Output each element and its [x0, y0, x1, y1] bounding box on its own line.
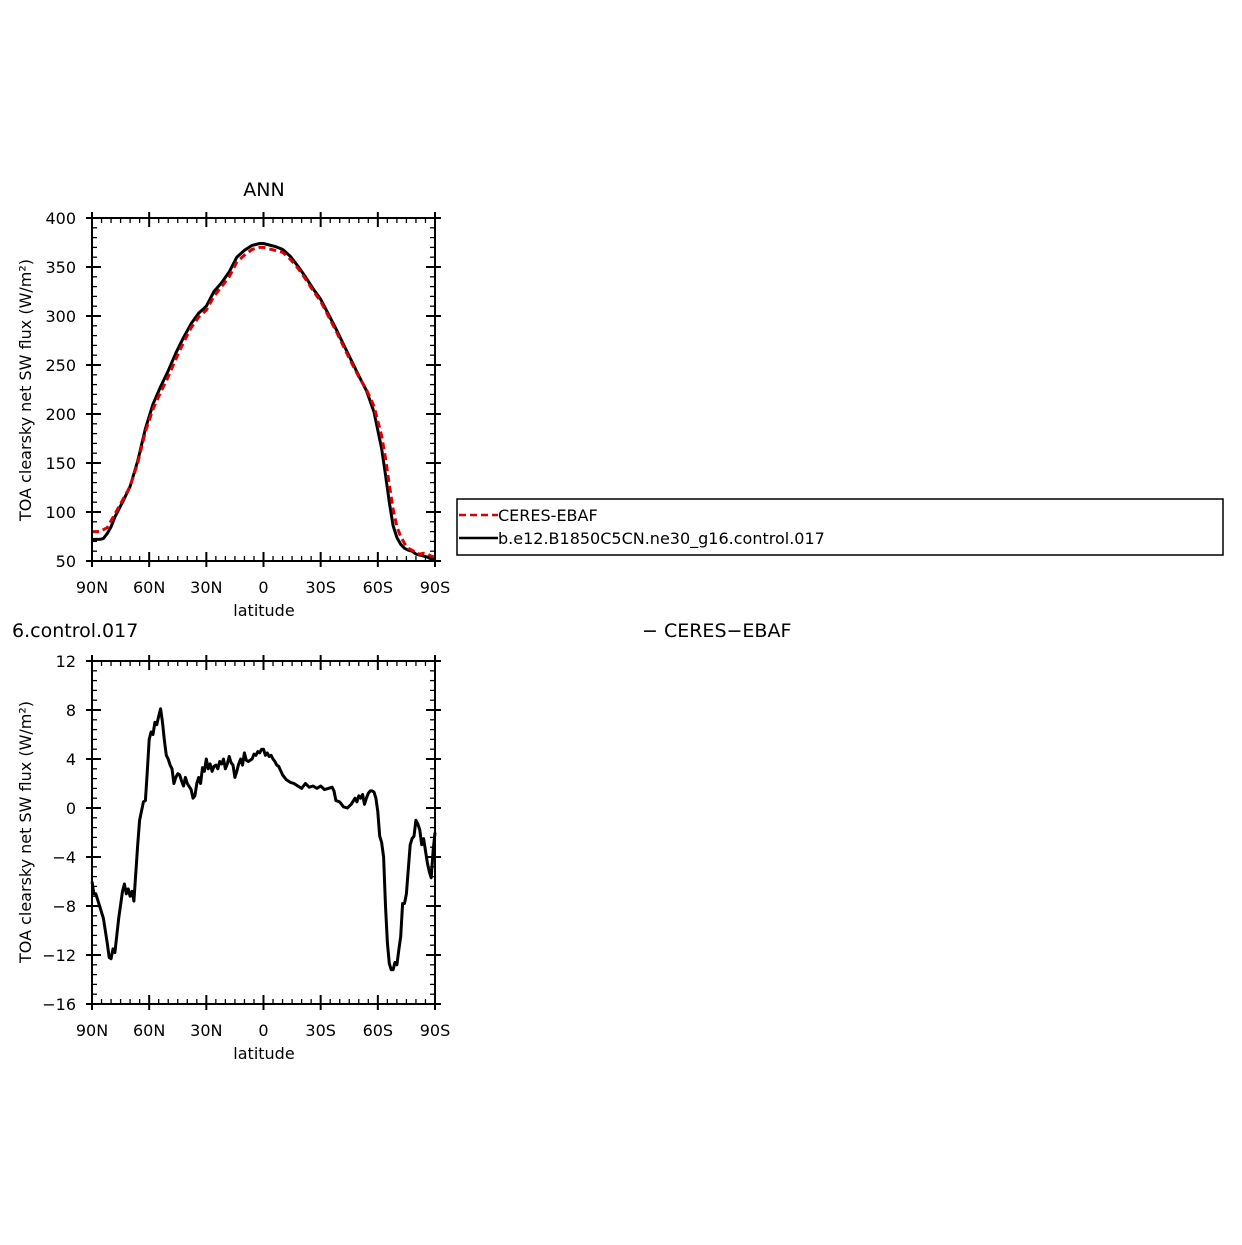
x-tick-label: 30S	[305, 578, 336, 597]
y-tick-label: −12	[42, 946, 76, 965]
panel-title-right: − CERES−EBAF	[642, 620, 791, 642]
x-axis-title: latitude	[233, 601, 294, 620]
panel-title: ANN	[243, 179, 284, 201]
series-layer	[92, 242, 436, 562]
x-tick-label: 60S	[363, 1021, 394, 1040]
x-tick-label: 60N	[133, 578, 165, 597]
legend: CERES-EBAF b.e12.B1850C5CN.ne30_g16.cont…	[456, 498, 1224, 556]
panel-title-left: 6.control.017	[12, 620, 138, 642]
x-tick-label: 90N	[76, 1021, 108, 1040]
y-axis-title: TOA clearsky net SW flux (W/m²)	[16, 701, 35, 964]
y-tick-labels: −16 −12 −8 −4 0 4 8 12	[42, 652, 76, 1014]
y-tick-label: 50	[56, 552, 76, 571]
x-tick-labels: 90N 60N 30N 0 30S 60S 90S	[76, 1021, 450, 1040]
x-tick-label: 30N	[190, 578, 222, 597]
legend-label-model: b.e12.B1850C5CN.ne30_g16.control.017	[498, 529, 825, 549]
series-layer	[90, 707, 437, 972]
legend-box	[456, 498, 1224, 556]
x-tick-label: 0	[258, 1021, 268, 1040]
series-line-2	[92, 242, 436, 562]
x-tick-label: 30N	[190, 1021, 222, 1040]
tick-marks	[86, 212, 441, 567]
y-tick-label: 200	[45, 405, 76, 424]
plot-frame	[91, 217, 436, 562]
x-tick-label: 30S	[305, 1021, 336, 1040]
y-tick-label: 0	[66, 799, 76, 818]
series-line-1	[90, 707, 437, 972]
y-axis-title: TOA clearsky net SW flux (W/m²)	[16, 259, 35, 522]
y-tick-label: −16	[42, 995, 76, 1014]
y-tick-label: −4	[52, 848, 76, 867]
x-tick-label: 90S	[420, 1021, 451, 1040]
plot-frame	[91, 660, 436, 1005]
x-tick-labels: 90N 60N 30N 0 30S 60S 90S	[76, 578, 450, 597]
x-axis-title: latitude	[233, 1044, 294, 1063]
x-tick-label: 90S	[420, 578, 451, 597]
flux-panel: ANN 50 100 150 200 250 300 350 400 90N 60N 30N 0 30…	[16, 179, 450, 620]
y-tick-label: 350	[45, 258, 76, 277]
y-tick-label: 4	[66, 750, 76, 769]
y-tick-label: 150	[45, 454, 76, 473]
y-tick-label: −8	[52, 897, 76, 916]
x-tick-label: 0	[258, 578, 268, 597]
x-tick-label: 90N	[76, 578, 108, 597]
series-line-1	[92, 245, 436, 559]
y-tick-label: 300	[45, 307, 76, 326]
y-tick-label: 12	[56, 652, 76, 671]
y-tick-labels: 50 100 150 200 250 300 350 400	[45, 209, 76, 571]
y-tick-label: 250	[45, 356, 76, 375]
y-tick-label: 8	[66, 701, 76, 720]
difference-panel: 6.control.017 − CERES−EBAF −16 −12 −8 −4 0 4 8…	[12, 620, 791, 1063]
x-tick-label: 60S	[363, 578, 394, 597]
y-tick-label: 100	[45, 503, 76, 522]
x-tick-label: 60N	[133, 1021, 165, 1040]
legend-label-ceres: CERES-EBAF	[498, 506, 598, 525]
y-tick-label: 400	[45, 209, 76, 228]
